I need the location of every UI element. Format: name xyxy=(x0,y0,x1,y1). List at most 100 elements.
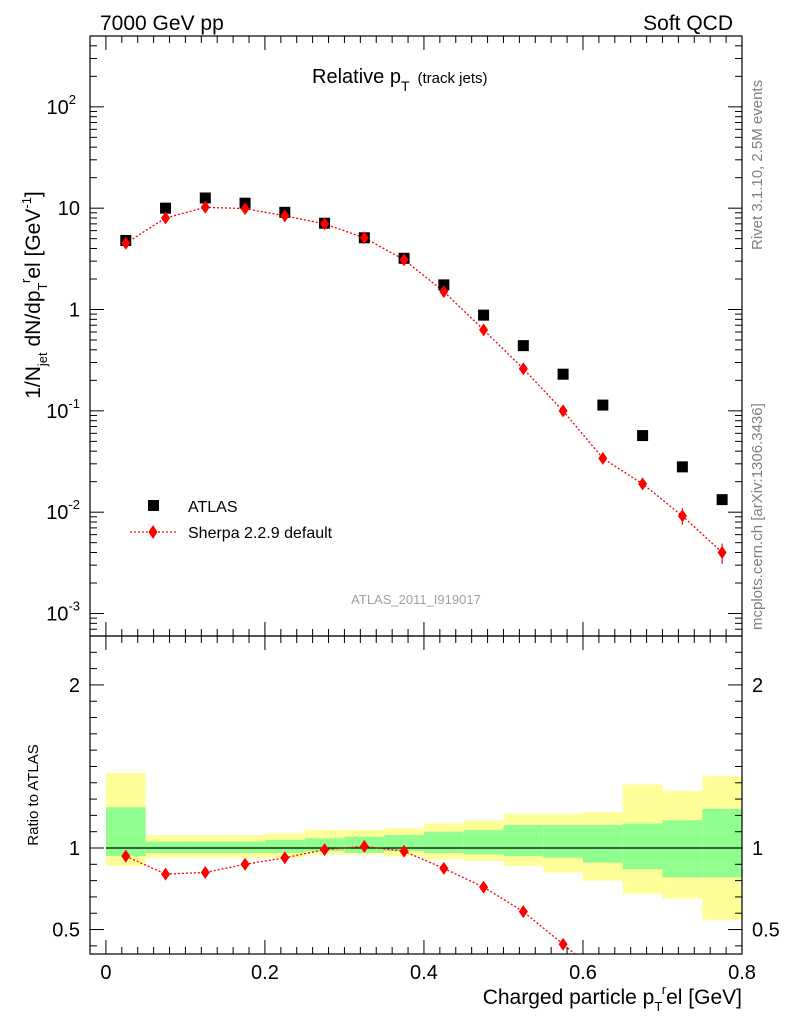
atlas-point xyxy=(517,340,529,352)
sherpa-point xyxy=(717,546,727,560)
x-tick-label: 0.2 xyxy=(251,962,279,984)
inner-uncertainty-band xyxy=(225,841,265,853)
ratio-point xyxy=(479,880,489,894)
legend-sherpa-marker xyxy=(148,525,158,539)
ratio-y-tick-labels: 0.5 0.5 1 1 2 2 xyxy=(52,675,780,942)
ratio-sherpa-points xyxy=(121,839,568,951)
x-tick-labels: 0 0.2 0.4 0.6 0.8 xyxy=(100,962,756,984)
inner-uncertainty-band xyxy=(503,825,544,857)
ratio-axis-ticks xyxy=(90,635,743,954)
sherpa-point xyxy=(359,231,369,245)
main-plot-frame xyxy=(89,35,743,637)
main-y-tick-labels: 10-3 10-2 10-1 1 10 102 xyxy=(46,92,80,626)
inner-uncertainty-band xyxy=(543,825,583,858)
atlas-point xyxy=(478,309,490,321)
x-tick-label: 0.4 xyxy=(410,962,438,984)
inner-uncertainty-band xyxy=(105,807,146,857)
x-tick-label: 0.8 xyxy=(728,962,756,984)
legend: ATLAS Sherpa 2.2.9 default xyxy=(130,499,333,542)
ratio-point xyxy=(200,865,210,879)
inner-uncertainty-band xyxy=(264,839,305,853)
y-tick-label: 10 xyxy=(58,198,80,220)
inner-uncertainty-band xyxy=(384,834,424,852)
ratio-y-tick-label-right: 2 xyxy=(752,675,763,697)
sherpa-point xyxy=(439,285,449,299)
uncertainty-bands xyxy=(105,772,742,920)
ratio-y-axis-label: Ratio to ATLAS xyxy=(25,744,42,845)
ratio-y-tick-label: 0.5 xyxy=(52,920,80,942)
ratio-point xyxy=(439,861,449,875)
y-tick-label: 1 xyxy=(69,300,80,322)
ratio-y-tick-label-right: 1 xyxy=(752,838,763,860)
mcplots-label: mcplots.cern.ch [arXiv:1306.3436] xyxy=(749,403,766,630)
atlas-point xyxy=(199,192,211,204)
atlas-point xyxy=(557,368,569,380)
y-tick-label: 10-1 xyxy=(46,396,80,423)
ratio-point xyxy=(359,839,369,853)
main-axis-ticks xyxy=(90,35,743,637)
legend-atlas-marker xyxy=(148,500,159,511)
inner-uncertainty-band xyxy=(145,841,186,853)
ratio-panel: 0.5 0.51 12 2 0 0.2 0.4 0.6 0.8 Ratio to ATLAS … xyxy=(25,635,780,1014)
atlas-point xyxy=(716,494,728,506)
atlas-point xyxy=(438,279,450,291)
ratio-point xyxy=(121,849,131,863)
inner-uncertainty-band xyxy=(582,825,623,863)
ratio-point xyxy=(399,844,409,858)
sherpa-point xyxy=(240,202,250,216)
ratio-point xyxy=(280,851,290,865)
inner-uncertainty-band xyxy=(622,823,663,870)
sherpa-point xyxy=(598,451,608,465)
sherpa-point xyxy=(320,217,330,231)
y-tick-label: 102 xyxy=(47,92,76,119)
atlas-point xyxy=(676,461,688,473)
sherpa-point xyxy=(479,323,489,337)
atlas-points xyxy=(120,192,728,506)
y-tick-label: 10-3 xyxy=(46,599,80,626)
ratio-point xyxy=(518,905,528,919)
atlas-point xyxy=(160,202,172,214)
sherpa-point xyxy=(518,362,528,376)
inner-uncertainty-band xyxy=(463,830,504,855)
legend-atlas-label: ATLAS xyxy=(188,499,238,516)
sherpa-curve xyxy=(125,206,723,553)
sherpa-line xyxy=(125,206,723,553)
legend-sherpa-label: Sherpa 2.2.9 default xyxy=(188,525,333,542)
sherpa-point xyxy=(638,477,648,491)
atlas-point xyxy=(597,399,609,411)
ratio-point xyxy=(240,857,250,871)
ratio-plot-frame xyxy=(89,635,743,955)
x-tick-label: 0.6 xyxy=(569,962,597,984)
analysis-label: ATLAS_2011_I919017 xyxy=(351,592,481,607)
inner-uncertainty-band xyxy=(662,820,703,878)
sherpa-point xyxy=(399,253,409,267)
sherpa-points xyxy=(121,200,727,560)
x-tick-label: 0 xyxy=(100,962,111,984)
ratio-y-tick-label: 2 xyxy=(69,675,80,697)
sherpa-error-bars xyxy=(602,454,723,564)
sherpa-point xyxy=(121,236,131,250)
sherpa-point xyxy=(200,200,210,214)
sherpa-point xyxy=(280,209,290,223)
main-y-axis-label: 1/Njet dN/dpTrel [GeV-1] xyxy=(18,191,50,399)
ratio-point xyxy=(161,867,171,881)
plot-title: Relative pT (track jets) xyxy=(312,66,488,94)
ratio-y-tick-label-right: 0.5 xyxy=(752,920,780,942)
sherpa-point xyxy=(677,509,687,523)
inner-uncertainty-band xyxy=(702,808,742,878)
inner-uncertainty-band xyxy=(423,831,464,853)
sherpa-point xyxy=(161,211,171,225)
rivet-label: Rivet 3.1.10, 2.5M events xyxy=(749,80,766,250)
energy-label: 7000 GeV pp xyxy=(100,12,224,35)
inner-uncertainty-band xyxy=(185,841,226,853)
main-panel: 10-3 10-2 10-1 1 10 102 Relative pT (track jet… xyxy=(18,35,743,637)
sherpa-point xyxy=(558,404,568,418)
ratio-point xyxy=(558,937,568,951)
process-label: Soft QCD xyxy=(643,12,733,35)
ratio-point xyxy=(320,843,330,857)
ratio-y-tick-label: 1 xyxy=(69,838,80,860)
x-axis-label: Charged particle pTrel [GeV] xyxy=(483,982,742,1014)
atlas-point xyxy=(637,430,649,442)
y-tick-label: 10-2 xyxy=(46,497,80,524)
